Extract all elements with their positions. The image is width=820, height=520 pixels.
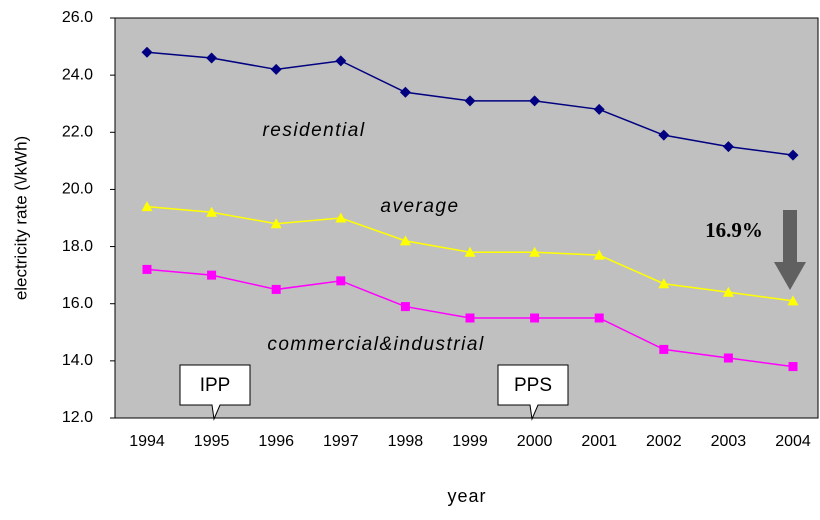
marker <box>336 276 346 286</box>
y-tick-label: 12.0 <box>62 409 93 426</box>
marker <box>787 149 799 161</box>
series-label: residential <box>262 120 365 141</box>
x-tick-label: 1994 <box>129 433 165 450</box>
x-tick-label: 2002 <box>646 433 682 450</box>
marker <box>529 246 541 257</box>
marker <box>142 264 152 274</box>
marker <box>722 286 734 297</box>
marker <box>464 95 476 107</box>
marker <box>593 103 605 115</box>
y-tick-label: 26.0 <box>62 9 93 26</box>
x-tick-label: 1997 <box>323 433 359 450</box>
marker <box>593 249 605 260</box>
x-tick-label: 1998 <box>388 433 424 450</box>
marker <box>206 52 218 64</box>
marker <box>270 218 282 229</box>
marker <box>723 353 733 363</box>
marker <box>787 295 799 306</box>
y-axis-label: electricity rate (\/kWh) <box>11 136 30 300</box>
series-label: average <box>380 196 459 217</box>
y-tick-label: 22.0 <box>62 124 93 141</box>
marker <box>400 302 410 312</box>
annotation: PPS <box>514 375 552 396</box>
marker <box>207 270 217 280</box>
marker <box>464 246 476 257</box>
annotation: 16.9% <box>705 218 763 242</box>
x-tick-label: 2000 <box>517 433 553 450</box>
callout <box>179 364 251 421</box>
marker <box>271 284 281 294</box>
x-tick-label: 1999 <box>452 433 488 450</box>
y-tick-label: 20.0 <box>62 181 93 198</box>
x-tick-label: 2003 <box>711 433 747 450</box>
y-tick-label: 16.0 <box>62 295 93 312</box>
marker <box>594 313 604 323</box>
marker <box>335 55 347 67</box>
x-tick-label: 2004 <box>775 433 811 450</box>
marker <box>530 313 540 323</box>
marker <box>529 95 541 107</box>
annotation: IPP <box>200 375 231 396</box>
x-tick-label: 1995 <box>194 433 230 450</box>
marker <box>141 46 153 58</box>
x-axis-label: year <box>447 486 486 506</box>
marker <box>658 129 670 141</box>
marker <box>141 201 153 212</box>
series-label: commercial&industrial <box>267 334 484 355</box>
x-tick-label: 2001 <box>581 433 617 450</box>
marker <box>722 141 734 153</box>
marker <box>658 278 670 289</box>
plot-area <box>114 17 819 419</box>
marker <box>270 63 282 75</box>
marker <box>399 86 411 98</box>
marker <box>465 313 475 323</box>
marker <box>206 206 218 217</box>
marker <box>788 362 798 372</box>
x-tick-label: 1996 <box>258 433 294 450</box>
marker <box>399 235 411 246</box>
callout <box>497 364 569 421</box>
arrow <box>774 210 806 290</box>
y-tick-label: 18.0 <box>62 238 93 255</box>
marker <box>659 344 669 354</box>
marker <box>335 212 347 223</box>
y-tick-label: 24.0 <box>62 66 93 83</box>
y-tick-label: 14.0 <box>62 352 93 369</box>
